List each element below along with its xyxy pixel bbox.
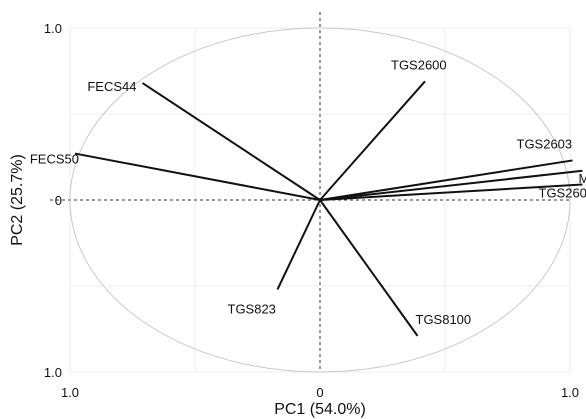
x-tick-label: 0 xyxy=(316,385,323,400)
y-axis-label: PC2 (25.7%) xyxy=(9,154,26,246)
vector-label-tgs2603: TGS2603 xyxy=(517,136,573,151)
y-tick-label: 0 xyxy=(55,193,62,208)
vector-label-tgs2600: TGS2600 xyxy=(391,57,447,72)
x-tick-label: 1.0 xyxy=(561,385,579,400)
y-tick-label: 1.0 xyxy=(44,365,62,380)
y-tick-label: 1.0 xyxy=(44,21,62,36)
zero-lines xyxy=(50,12,570,372)
loading-vector-fecs50 xyxy=(74,152,321,201)
loading-vectors xyxy=(74,80,583,337)
tick-labels: 1.0 0 1.0 1.0 0 1.0 xyxy=(44,21,579,400)
loading-vector-tgs2603 xyxy=(319,159,573,201)
vector-label-minipid: MiniPID xyxy=(579,171,586,186)
x-tick-label: 1.0 xyxy=(61,385,79,400)
loading-vector-tgs823 xyxy=(276,199,321,290)
vector-label-fecs50: FECS50 xyxy=(30,152,79,167)
x-axis-label: PC1 (54.0%) xyxy=(274,401,366,418)
correlation-circle xyxy=(69,27,571,373)
loading-vector-minipid xyxy=(319,169,583,201)
vector-label-fecs44: FECS44 xyxy=(87,79,136,94)
vector-label-tgs823: TGS823 xyxy=(228,301,276,316)
correlation-circle-group xyxy=(69,27,571,373)
loading-vector-tgs8100 xyxy=(319,199,419,337)
loading-vector-fecs44 xyxy=(141,82,321,201)
loading-labels: TGS2600 FECS44 FECS50 TGS2603 MiniPIDTGS2602… xyxy=(30,57,586,327)
vector-label-tgs8100: TGS8100 xyxy=(416,312,472,327)
loading-vector-tgs2600 xyxy=(319,80,426,201)
vector-label-tgs2602: TGS2602 xyxy=(539,186,586,201)
loading-vector-tgs2602 xyxy=(319,183,583,201)
